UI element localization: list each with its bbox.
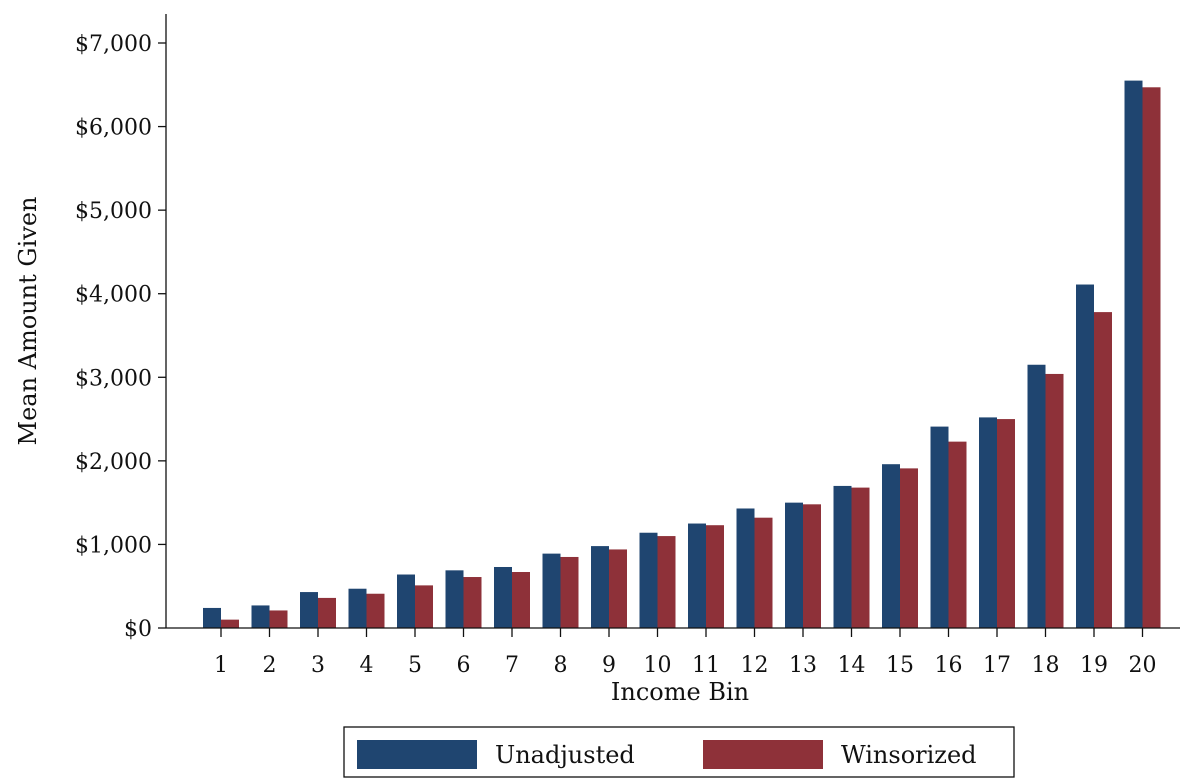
bar-winsorized-8 <box>560 556 579 628</box>
x-axis-title: Income Bin <box>611 678 749 706</box>
bar-unadjusted-15 <box>882 464 900 628</box>
y-tick-label: $5,000 <box>75 199 152 224</box>
bar-winsorized-9 <box>609 549 627 628</box>
bar-winsorized-7 <box>512 572 530 628</box>
x-tick-label: 14 <box>838 653 866 678</box>
bar-unadjusted-14 <box>833 485 852 628</box>
y-tick-label: $0 <box>124 617 152 642</box>
x-tick-label: 6 <box>457 653 471 678</box>
bars-group <box>203 80 1161 629</box>
x-tick-label: 18 <box>1032 653 1060 678</box>
bar-unadjusted-10 <box>639 532 658 628</box>
x-tick-label: 1 <box>214 653 228 678</box>
x-axis-ticks: 1 2 3 4 5 6 7 8 9 10 11 12 13 14 15 16 17 18 19 20 <box>214 628 1157 678</box>
y-tick-label: $2,000 <box>75 450 152 475</box>
bar-unadjusted-7 <box>494 566 512 628</box>
bar-winsorized-18 <box>1045 373 1064 628</box>
x-tick-label: 20 <box>1129 653 1157 678</box>
bar-winsorized-10 <box>657 536 676 628</box>
x-tick-label: 4 <box>360 653 374 678</box>
x-tick-label: 8 <box>554 653 568 678</box>
bar-winsorized-14 <box>851 487 870 628</box>
x-tick-label: 16 <box>935 653 963 678</box>
bar-unadjusted-11 <box>688 523 706 628</box>
x-tick-label: 7 <box>505 653 519 678</box>
bar-unadjusted-17 <box>979 417 997 628</box>
bar-winsorized-12 <box>754 517 773 628</box>
bar-winsorized-11 <box>706 525 724 628</box>
bar-unadjusted-12 <box>736 508 755 628</box>
x-tick-label: 9 <box>602 653 616 678</box>
x-tick-label: 5 <box>408 653 422 678</box>
legend-label-unadjusted: Unadjusted <box>495 741 635 769</box>
legend: Unadjusted Winsorized <box>343 726 1015 778</box>
bar-winsorized-16 <box>948 441 967 628</box>
bar-unadjusted-13 <box>785 502 803 628</box>
bar-winsorized-1 <box>221 619 239 628</box>
y-tick-label: $7,000 <box>75 32 152 57</box>
bar-winsorized-2 <box>269 610 288 628</box>
y-axis-title: Mean Amount Given <box>14 197 42 446</box>
bar-winsorized-20 <box>1142 87 1161 629</box>
bar-winsorized-13 <box>803 504 821 628</box>
bar-unadjusted-3 <box>300 592 318 628</box>
bar-unadjusted-9 <box>591 546 609 628</box>
bar-unadjusted-5 <box>397 574 415 628</box>
x-tick-label: 13 <box>789 653 817 678</box>
bar-winsorized-15 <box>900 468 918 628</box>
y-tick-label: $3,000 <box>75 366 152 391</box>
bar-winsorized-4 <box>366 593 385 628</box>
x-tick-label: 2 <box>263 653 277 678</box>
bar-unadjusted-8 <box>542 553 561 628</box>
legend-swatch-unadjusted <box>357 740 477 769</box>
y-tick-label: $4,000 <box>75 283 152 308</box>
legend-label-winsorized: Winsorized <box>841 741 977 769</box>
x-tick-label: 12 <box>741 653 769 678</box>
bar-unadjusted-1 <box>203 607 221 628</box>
y-tick-label: $1,000 <box>75 533 152 558</box>
bar-unadjusted-6 <box>445 570 464 628</box>
x-tick-label: 15 <box>886 653 914 678</box>
bar-winsorized-19 <box>1094 312 1112 628</box>
bar-unadjusted-19 <box>1076 284 1094 628</box>
bar-unadjusted-20 <box>1124 80 1143 629</box>
x-tick-label: 17 <box>983 653 1011 678</box>
bar-winsorized-5 <box>415 585 433 628</box>
x-tick-label: 11 <box>692 653 720 678</box>
bar-winsorized-17 <box>997 419 1015 628</box>
legend-frame <box>343 726 1015 778</box>
bar-unadjusted-2 <box>251 605 270 628</box>
bar-winsorized-6 <box>463 577 482 628</box>
y-tick-label: $6,000 <box>75 116 152 141</box>
legend-swatch-winsorized <box>703 740 823 769</box>
bar-unadjusted-16 <box>930 426 949 628</box>
y-axis-ticks: $0 $1,000 $2,000 $3,000 $4,000 $5,000 $6,000 $7… <box>75 32 166 642</box>
x-tick-label: 3 <box>311 653 325 678</box>
bar-unadjusted-4 <box>348 588 367 628</box>
bar-unadjusted-18 <box>1027 364 1046 628</box>
bar-winsorized-3 <box>318 597 336 628</box>
x-tick-label: 10 <box>644 653 672 678</box>
x-tick-label: 19 <box>1080 653 1108 678</box>
